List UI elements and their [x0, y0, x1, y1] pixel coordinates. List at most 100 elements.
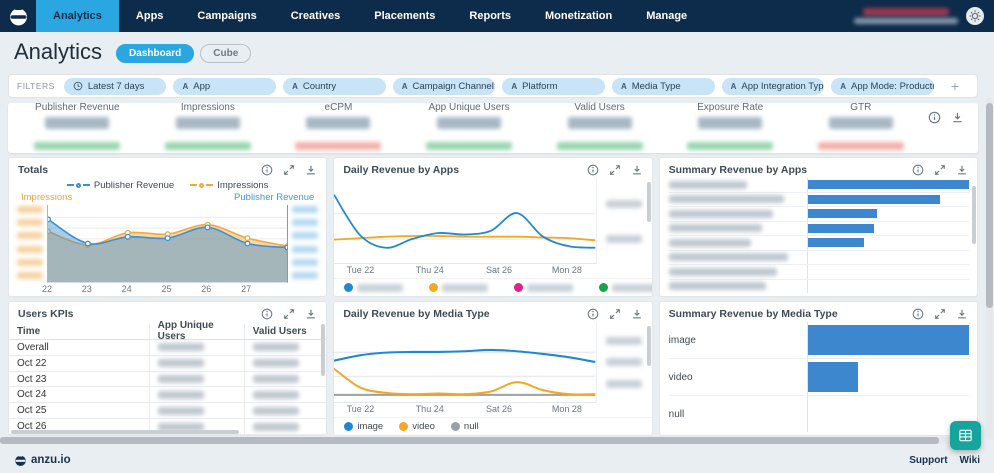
- kpi-value: [828, 116, 893, 134]
- dimension-icon: A: [401, 81, 408, 91]
- summary-media-bars[interactable]: image video null: [660, 322, 977, 435]
- expand-icon[interactable]: [609, 308, 621, 320]
- filter-pill-platform[interactable]: A Platform: [502, 77, 605, 95]
- redacted-text: [157, 406, 204, 415]
- redacted-text: [817, 141, 904, 150]
- column-header-valid-users[interactable]: Valid Users: [243, 324, 327, 339]
- kpi-label: Exposure Rate: [697, 101, 764, 113]
- x-axis-tick: 22: [41, 284, 53, 294]
- page-scrollbar-horizontal[interactable]: [0, 437, 978, 444]
- add-filter-button[interactable]: +: [950, 78, 959, 94]
- nav-tab-manage[interactable]: Manage: [646, 10, 688, 22]
- bar-track: [806, 279, 969, 293]
- table-cell-time: Oct 23: [17, 373, 47, 385]
- filter-label: App Integration Type: [741, 80, 825, 92]
- download-icon[interactable]: [631, 164, 643, 176]
- nav-tab-campaigns[interactable]: Campaigns: [197, 10, 257, 22]
- expand-icon[interactable]: [609, 164, 621, 176]
- footer-link-wiki[interactable]: Wiki: [959, 454, 980, 466]
- redacted-text: [606, 199, 643, 208]
- view-toggle: Dashboard Cube: [116, 44, 252, 63]
- x-axis: Tue 22 Thu 24 Sat 26 Mon 28: [334, 264, 595, 278]
- filter-pill-app-integration-type[interactable]: A App Integration Type: [721, 77, 825, 95]
- y-axis-ticks-left: [15, 205, 47, 283]
- redacted-text: [292, 245, 319, 253]
- dimension-icon: A: [292, 81, 298, 91]
- table-scrollbar-horizontal[interactable]: [11, 430, 240, 434]
- nav-tab-apps[interactable]: Apps: [135, 10, 164, 22]
- download-icon[interactable]: [956, 308, 968, 320]
- bar-track: [806, 250, 969, 264]
- nav-tab-monetization[interactable]: Monetization: [544, 10, 613, 22]
- totals-chart[interactable]: [47, 205, 289, 283]
- chart-legend: image video null: [334, 417, 652, 435]
- view-toggle-cube[interactable]: Cube: [200, 44, 252, 63]
- legend-item[interactable]: [514, 283, 574, 292]
- dashboard-grid: Totals Publisher Revenue Impressions Impr…: [8, 157, 978, 436]
- card-summary-revenue-by-apps: Summary Revenue by Apps: [658, 157, 978, 297]
- info-icon[interactable]: [912, 308, 924, 320]
- page-scrollbar-vertical[interactable]: [986, 98, 993, 440]
- bar-row: image: [668, 322, 969, 359]
- legend-item[interactable]: [599, 283, 652, 292]
- legend-item-video[interactable]: video: [399, 421, 435, 432]
- download-icon[interactable]: [305, 164, 317, 176]
- bar-label: [668, 236, 807, 250]
- view-toggle-dashboard[interactable]: Dashboard: [116, 44, 195, 63]
- filter-pill-country[interactable]: A Country: [283, 77, 386, 95]
- legend-item-image[interactable]: image: [344, 421, 383, 432]
- nav-tab-placements[interactable]: Placements: [374, 10, 436, 22]
- card-daily-revenue-by-apps: Daily Revenue by Apps Tue 22 Thu 24 Sat 26…: [333, 157, 653, 297]
- info-icon[interactable]: [587, 164, 599, 176]
- table-scrollbar-vertical[interactable]: [321, 324, 326, 376]
- spreadsheet-button[interactable]: [950, 421, 981, 450]
- nav-tab-creatives[interactable]: Creatives: [290, 10, 341, 22]
- bar-label: null: [668, 408, 685, 420]
- legend-item[interactable]: [344, 283, 404, 292]
- expand-icon[interactable]: [934, 308, 946, 320]
- filter-pill-media-type[interactable]: A Media Type: [611, 77, 715, 95]
- filter-pill-latest-7-days[interactable]: Latest 7 days: [63, 77, 167, 95]
- download-icon[interactable]: [951, 111, 964, 153]
- daily-apps-chart[interactable]: [334, 178, 596, 264]
- card-scrollbar[interactable]: [972, 186, 976, 244]
- anzu-logo-icon[interactable]: [0, 0, 36, 32]
- footer-link-support[interactable]: Support: [909, 454, 948, 466]
- info-icon[interactable]: [912, 164, 924, 176]
- nav-tab-reports[interactable]: Reports: [469, 10, 511, 22]
- legend-label: image: [357, 421, 384, 432]
- bar-track: [806, 396, 969, 432]
- kpi-band: Publisher Revenue Impressions eCPM App Uniq…: [8, 101, 978, 153]
- filter-pill-campaign-channel-6[interactable]: A Campaign Channel: 6 ...: [392, 77, 496, 95]
- card-scrollbar[interactable]: [646, 182, 651, 222]
- user-avatar[interactable]: [966, 7, 984, 25]
- download-icon[interactable]: [956, 164, 968, 176]
- download-icon[interactable]: [305, 308, 317, 320]
- download-icon[interactable]: [631, 308, 643, 320]
- card-scrollbar[interactable]: [646, 326, 651, 366]
- filter-label: Country: [302, 80, 337, 92]
- filter-pill-app-mode-production[interactable]: A App Mode: Production: [831, 77, 934, 95]
- info-icon[interactable]: [261, 308, 273, 320]
- card-title: Summary Revenue by Media Type: [668, 308, 838, 320]
- expand-icon[interactable]: [283, 164, 295, 176]
- expand-icon[interactable]: [283, 308, 295, 320]
- info-icon[interactable]: [928, 111, 941, 153]
- expand-icon[interactable]: [934, 164, 946, 176]
- column-header-time[interactable]: Time: [17, 325, 41, 337]
- bar: [807, 223, 874, 233]
- footer: anzu.io Support Wiki: [0, 447, 994, 473]
- daily-media-chart[interactable]: [334, 322, 596, 403]
- dimension-icon: A: [620, 81, 627, 91]
- info-icon[interactable]: [261, 164, 273, 176]
- legend-item[interactable]: [429, 283, 489, 292]
- legend-item-publisher-revenue[interactable]: Publisher Revenue: [66, 180, 174, 191]
- summary-apps-bars[interactable]: [660, 178, 977, 296]
- legend-item-impressions[interactable]: Impressions: [190, 180, 268, 191]
- legend-label: null: [463, 421, 479, 432]
- info-icon[interactable]: [587, 308, 599, 320]
- legend-item-null[interactable]: null: [450, 421, 479, 432]
- filter-pill-app[interactable]: A App: [173, 77, 277, 95]
- nav-tab-analytics[interactable]: Analytics: [36, 0, 119, 32]
- column-header-app-unique-users[interactable]: App Unique Users: [148, 320, 244, 342]
